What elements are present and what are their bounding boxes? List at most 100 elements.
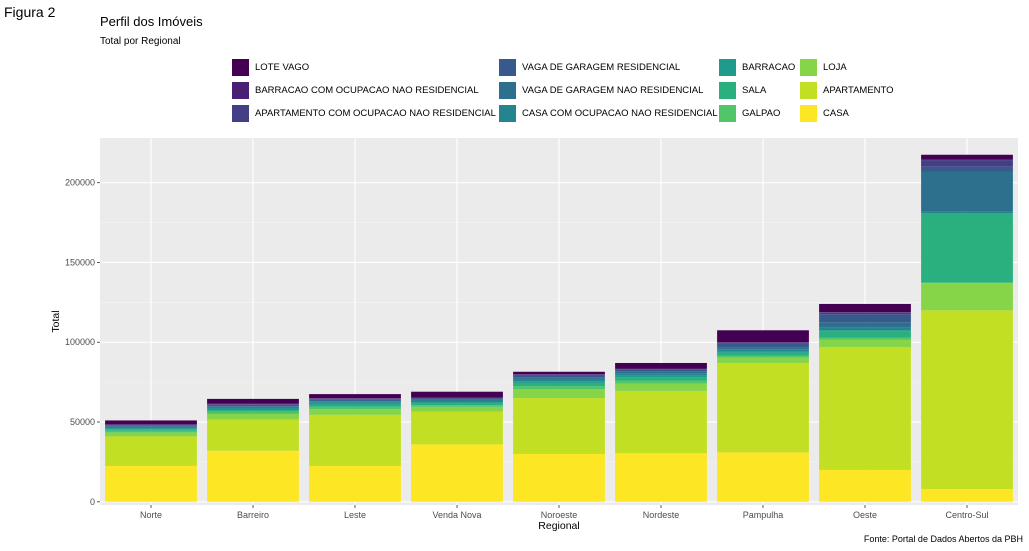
legend-label: VAGA DE GARAGEM NAO RESIDENCIAL: [522, 84, 704, 96]
bar-segment: [921, 489, 1013, 502]
y-tick-label: 50000: [70, 417, 95, 427]
bar-segment: [615, 380, 707, 384]
bar-segment: [513, 377, 605, 379]
legend-item: CASA: [800, 104, 849, 122]
bar-segment: [921, 310, 1013, 490]
bar-segment: [819, 303, 911, 313]
x-tick-label: Oeste: [853, 510, 877, 520]
bar-segment: [411, 391, 503, 398]
x-axis-title: Regional: [538, 520, 579, 532]
figure-label: Figura 2: [4, 4, 56, 20]
bar-segment: [615, 375, 707, 378]
bar-segment: [207, 408, 299, 411]
bar-segment: [207, 406, 299, 407]
bar-segment: [105, 432, 197, 437]
bar-segment: [309, 404, 401, 407]
legend-swatch: [719, 81, 736, 99]
bar-segment: [615, 373, 707, 376]
bar-segment: [819, 330, 911, 332]
bar-segment: [615, 383, 707, 391]
bar-segment: [513, 398, 605, 454]
bar-segment: [819, 337, 911, 340]
bar-segment: [309, 399, 401, 401]
bar-segment: [921, 171, 1013, 212]
y-axis-title: Total: [50, 310, 62, 332]
legend-swatch: [232, 58, 249, 76]
bar-segment: [207, 414, 299, 420]
bar-segment: [513, 375, 605, 378]
bar-segment: [309, 401, 401, 403]
bar-segment: [207, 450, 299, 502]
legend-label: VAGA DE GARAGEM RESIDENCIAL: [522, 61, 681, 73]
chart-title: Perfil dos Imóveis: [100, 14, 203, 29]
bar-segment: [921, 154, 1013, 160]
bar-segment: [921, 212, 1013, 214]
x-tick-label: Pampulha: [743, 510, 784, 520]
legend-swatch: [800, 58, 817, 76]
bar-segment: [309, 409, 401, 415]
bar-segment: [717, 349, 809, 352]
bar-segment: [615, 369, 707, 370]
bar-segment: [411, 411, 503, 445]
legend-swatch: [232, 104, 249, 122]
bar-segment: [513, 389, 605, 399]
bar-segment: [513, 382, 605, 387]
legend-label: GALPAO: [742, 107, 781, 119]
chart-legend: LOTE VAGO BARRACAO COM OCUPACAO NAO RESID…: [232, 58, 932, 124]
bar-segment: [819, 469, 911, 502]
bar-segment: [513, 386, 605, 390]
legend-item: BARRACAO COM OCUPACAO NAO RESIDENCIAL: [232, 81, 479, 99]
bar-segment: [819, 339, 911, 348]
legend-label: BARRACAO COM OCUPACAO NAO RESIDENCIAL: [255, 84, 479, 96]
legend-item: GALPAO: [719, 104, 780, 122]
bar-segment: [717, 330, 809, 343]
source-caption: Fonte: Portal de Dados Abertos da PBH: [863, 534, 1023, 544]
bar-segment: [411, 405, 503, 407]
bar-segment: [411, 402, 503, 404]
legend-item: APARTAMENTO COM OCUPACAO NAO RESIDENCIAL: [232, 104, 496, 122]
bar-segment: [207, 398, 299, 404]
y-tick-label: 200000: [65, 178, 95, 188]
y-tick-label: 150000: [65, 257, 95, 267]
bar-segment: [717, 343, 809, 348]
bar-segment: [411, 398, 503, 400]
bar-segment: [207, 410, 299, 412]
legend-item: VAGA DE GARAGEM NAO RESIDENCIAL: [499, 81, 703, 99]
legend-swatch: [800, 81, 817, 99]
legend-swatch: [232, 81, 249, 99]
legend-item: LOJA: [800, 58, 847, 76]
x-tick-label: Centro-Sul: [945, 510, 988, 520]
legend-swatch: [499, 81, 516, 99]
bar-segment: [921, 213, 1013, 283]
bar-segment: [615, 371, 707, 374]
legend-item: BARRACAO: [719, 58, 795, 76]
legend-swatch: [499, 58, 516, 76]
bar-segment: [309, 406, 401, 410]
legend-item: CASA COM OCUPACAO NAO RESIDENCIAL: [499, 104, 718, 122]
bar-segment: [105, 425, 197, 427]
bar-segment: [105, 420, 197, 425]
bar-segment: [207, 404, 299, 407]
bar-segment: [615, 362, 707, 369]
bar-segment: [717, 351, 809, 353]
bar-segment: [819, 314, 911, 323]
bar-segment: [309, 402, 401, 405]
bar-segment: [105, 436, 197, 466]
legend-swatch: [499, 104, 516, 122]
y-tick-label: 100000: [65, 337, 95, 347]
bar-segment: [105, 426, 197, 429]
bar-segment: [513, 381, 605, 383]
bar-segment: [309, 400, 401, 402]
bar-segment: [411, 403, 503, 406]
bar-segment: [207, 419, 299, 451]
bar-segment: [717, 342, 809, 343]
bar-segment: [513, 374, 605, 376]
x-tick-label: Barreiro: [237, 510, 269, 520]
legend-label: LOJA: [823, 61, 847, 73]
bar-segment: [513, 453, 605, 502]
bar-segment: [921, 211, 1013, 213]
y-tick-label: 0: [90, 497, 95, 507]
bar-segment: [411, 444, 503, 502]
legend-label: LOTE VAGO: [255, 61, 310, 73]
